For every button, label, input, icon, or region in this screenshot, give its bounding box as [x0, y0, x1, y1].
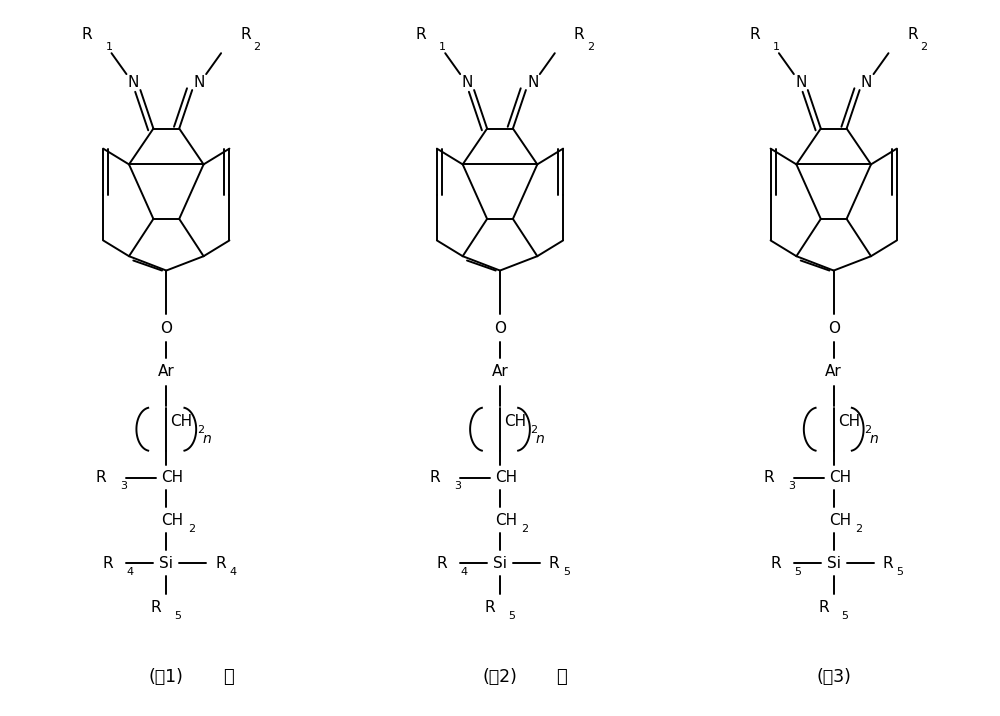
Text: 2: 2 [920, 42, 927, 52]
Text: N: N [795, 74, 807, 90]
Text: N: N [128, 74, 139, 90]
Text: 2: 2 [197, 425, 204, 435]
Text: O: O [828, 321, 840, 336]
Text: O: O [160, 321, 172, 336]
Text: R: R [549, 556, 559, 571]
Text: 1: 1 [439, 42, 446, 52]
Text: N: N [193, 74, 205, 90]
Text: (式1): (式1) [149, 668, 184, 686]
Text: R: R [215, 556, 226, 571]
Text: 5: 5 [794, 567, 801, 577]
Text: 5: 5 [508, 611, 515, 621]
Text: R: R [96, 470, 107, 485]
Text: 3: 3 [454, 481, 461, 491]
Text: 2: 2 [521, 524, 529, 534]
Text: Ar: Ar [825, 364, 842, 379]
Text: R: R [818, 599, 829, 614]
Text: n: n [870, 432, 878, 446]
Text: 2: 2 [253, 42, 260, 52]
Text: CH: CH [161, 470, 183, 485]
Text: 1: 1 [106, 42, 113, 52]
Text: R: R [82, 27, 93, 42]
Text: R: R [484, 599, 495, 614]
Text: R: R [574, 27, 584, 42]
Text: R: R [416, 27, 426, 42]
Text: 5: 5 [842, 611, 849, 621]
Text: n: n [536, 432, 545, 446]
Text: Si: Si [159, 556, 173, 571]
Text: 5: 5 [563, 567, 570, 577]
Text: 2: 2 [188, 524, 195, 534]
Text: R: R [763, 470, 774, 485]
Text: R: R [437, 556, 447, 571]
Text: N: N [861, 74, 872, 90]
Text: R: R [430, 470, 440, 485]
Text: CH: CH [170, 414, 192, 429]
Text: O: O [494, 321, 506, 336]
Text: 2: 2 [530, 425, 538, 435]
Text: R: R [770, 556, 781, 571]
Text: 4: 4 [126, 567, 134, 577]
Text: R: R [151, 599, 161, 614]
Text: R: R [883, 556, 893, 571]
Text: 或: 或 [556, 668, 567, 686]
Text: 5: 5 [896, 567, 903, 577]
Text: CH: CH [495, 513, 517, 528]
Text: Ar: Ar [158, 364, 175, 379]
Text: 、: 、 [223, 668, 233, 686]
Text: Si: Si [827, 556, 841, 571]
Text: 3: 3 [120, 481, 127, 491]
Text: (式3): (式3) [816, 668, 851, 686]
Text: 3: 3 [788, 481, 795, 491]
Text: R: R [749, 27, 760, 42]
Text: CH: CH [829, 513, 851, 528]
Text: R: R [907, 27, 918, 42]
Text: R: R [103, 556, 114, 571]
Text: 5: 5 [174, 611, 181, 621]
Text: R: R [240, 27, 251, 42]
Text: Ar: Ar [492, 364, 508, 379]
Text: CH: CH [161, 513, 183, 528]
Text: Si: Si [493, 556, 507, 571]
Text: CH: CH [829, 470, 851, 485]
Text: N: N [527, 74, 539, 90]
Text: 4: 4 [460, 567, 467, 577]
Text: CH: CH [495, 470, 517, 485]
Text: CH: CH [838, 414, 860, 429]
Text: (式2): (式2) [483, 668, 517, 686]
Text: 2: 2 [864, 425, 871, 435]
Text: N: N [461, 74, 473, 90]
Text: n: n [202, 432, 211, 446]
Text: 1: 1 [773, 42, 780, 52]
Text: CH: CH [504, 414, 526, 429]
Text: 2: 2 [855, 524, 862, 534]
Text: 4: 4 [229, 567, 236, 577]
Text: 2: 2 [587, 42, 594, 52]
